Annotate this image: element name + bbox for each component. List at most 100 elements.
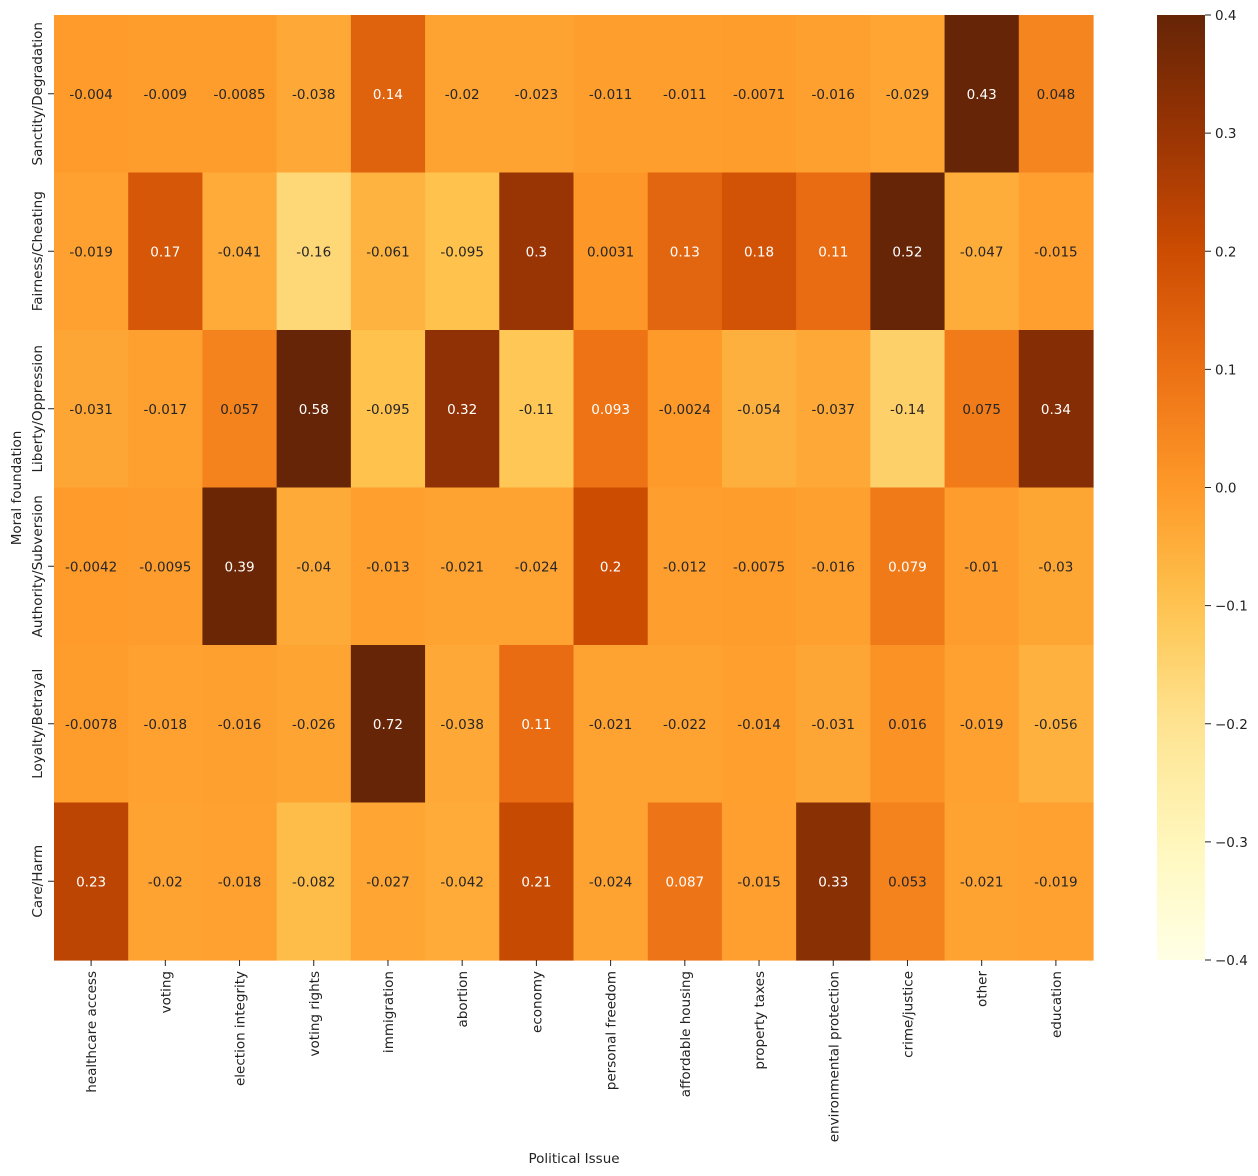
x-tick-label: environmental protection (826, 971, 842, 1142)
cell-value-label: 0.079 (888, 559, 927, 575)
heatmap-cell (721, 15, 797, 174)
heatmap-cell (1018, 802, 1094, 961)
heatmap-cell (276, 330, 352, 489)
cell-value-label: 0.075 (962, 402, 1001, 418)
heatmap-cell (944, 330, 1020, 489)
cell-value-label: -0.061 (366, 244, 410, 260)
x-tick-label: education (1049, 971, 1065, 1038)
cell-value-label: 0.3 (526, 244, 547, 260)
cell-value-label: -0.056 (1034, 717, 1078, 733)
cell-value-label: 0.0031 (587, 244, 634, 260)
heatmap-cell (54, 487, 129, 646)
x-tick-label: abortion (455, 971, 471, 1028)
cell-value-label: 0.17 (150, 244, 180, 260)
cell-value-label: 0.34 (1041, 402, 1071, 418)
heatmap-cell (1018, 645, 1094, 804)
heatmap-cell (796, 487, 871, 646)
heatmap-cell (54, 645, 129, 804)
cell-value-label: 0.13 (670, 244, 700, 260)
cell-value-label: -0.038 (292, 87, 336, 103)
heatmap-cell (350, 172, 426, 331)
x-tick-label: economy (529, 971, 545, 1033)
cell-value-label: 0.52 (892, 244, 922, 260)
cell-value-label: 0.72 (373, 717, 403, 733)
cell-value-label: -0.041 (218, 244, 262, 260)
y-axis-ticks: Sanctity/Degradation Fairness/Cheating Lib… (30, 22, 54, 918)
cell-value-label: -0.021 (960, 874, 1004, 890)
heatmap-cell (499, 645, 575, 804)
heatmap-cell (128, 802, 204, 961)
heatmap-cell (647, 15, 723, 174)
heatmap-cell (425, 487, 500, 646)
heatmap-cell (128, 172, 204, 331)
cell-value-label: -0.019 (69, 244, 113, 260)
heatmap-cell (425, 172, 500, 331)
heatmap-cell (647, 802, 723, 961)
heatmap-cell (870, 645, 946, 804)
colorbar-tick-label: −0.4 (1215, 953, 1248, 969)
cell-value-label: 0.18 (744, 244, 774, 260)
cell-value-label: 0.057 (220, 402, 259, 418)
heatmap-cell (202, 172, 278, 331)
cell-value-label: -0.004 (69, 87, 113, 103)
cell-value-label: -0.021 (440, 559, 484, 575)
heatmap-cell (276, 487, 352, 646)
cell-value-label: 0.33 (818, 874, 848, 890)
colorbar-tick-label: 0.3 (1215, 126, 1236, 142)
cell-value-label: 0.23 (76, 874, 106, 890)
colorbar: 0.4 0.3 0.2 0.1 0.0 −0.1 −0.2 −0.3 −0.4 (1157, 8, 1248, 969)
cell-value-label: -0.031 (69, 402, 113, 418)
heatmap-cell (128, 15, 204, 174)
y-tick-label: Fairness/Cheating (30, 191, 46, 311)
heatmap-cell (870, 330, 946, 489)
cell-value-label: 0.58 (299, 402, 329, 418)
heatmap-cell (573, 330, 649, 489)
cell-value-label: 0.39 (225, 559, 255, 575)
cell-value-label: -0.047 (960, 244, 1004, 260)
heatmap-cell (202, 15, 278, 174)
cell-value-label: -0.015 (737, 874, 781, 890)
heatmap-cell (944, 802, 1020, 961)
heatmap-cell (499, 15, 575, 174)
heatmap-cell (54, 172, 129, 331)
heatmap-cell (796, 330, 871, 489)
heatmap-cell (721, 487, 797, 646)
cell-value-label: -0.027 (366, 874, 410, 890)
heatmap-cell (870, 802, 946, 961)
cell-value-label: -0.0085 (213, 87, 265, 103)
heatmap-cell (796, 802, 871, 961)
cell-value-label: -0.0071 (733, 87, 785, 103)
heatmap-cell (128, 645, 204, 804)
cell-value-label: -0.11 (519, 402, 554, 418)
cell-value-label: 0.14 (373, 87, 403, 103)
cell-value-label: -0.0078 (65, 717, 117, 733)
x-tick-label: immigration (381, 971, 397, 1053)
cell-value-label: -0.095 (440, 244, 484, 260)
heatmap-cell (425, 15, 500, 174)
colorbar-tick-label: 0.4 (1215, 8, 1236, 24)
heatmap-cell (573, 645, 649, 804)
colorbar-tick-label: −0.1 (1215, 599, 1248, 615)
heatmap-cell (276, 172, 352, 331)
colorbar-tick-label: −0.2 (1215, 717, 1248, 733)
cell-value-label: -0.019 (1034, 874, 1078, 890)
heatmap-cell (350, 645, 426, 804)
colorbar-tick-label: 0.0 (1215, 481, 1236, 497)
y-tick-label: Authority/Subversion (30, 495, 46, 637)
heatmap-cell (128, 330, 204, 489)
cell-value-label: -0.01 (964, 559, 999, 575)
heatmap-cell (128, 487, 204, 646)
cell-value-label: -0.016 (811, 559, 855, 575)
heatmap-cell (276, 645, 352, 804)
heatmap-cell (573, 15, 649, 174)
heatmap-cell (1018, 487, 1094, 646)
cell-value-label: -0.015 (1034, 244, 1078, 260)
heatmap-cell (1018, 15, 1094, 174)
cell-value-label: -0.038 (440, 717, 484, 733)
heatmap-cell (202, 645, 278, 804)
cell-value-label: -0.03 (1038, 559, 1073, 575)
heatmap-cell (54, 330, 129, 489)
heatmap-cell (202, 802, 278, 961)
heatmap-cell (1018, 330, 1094, 489)
